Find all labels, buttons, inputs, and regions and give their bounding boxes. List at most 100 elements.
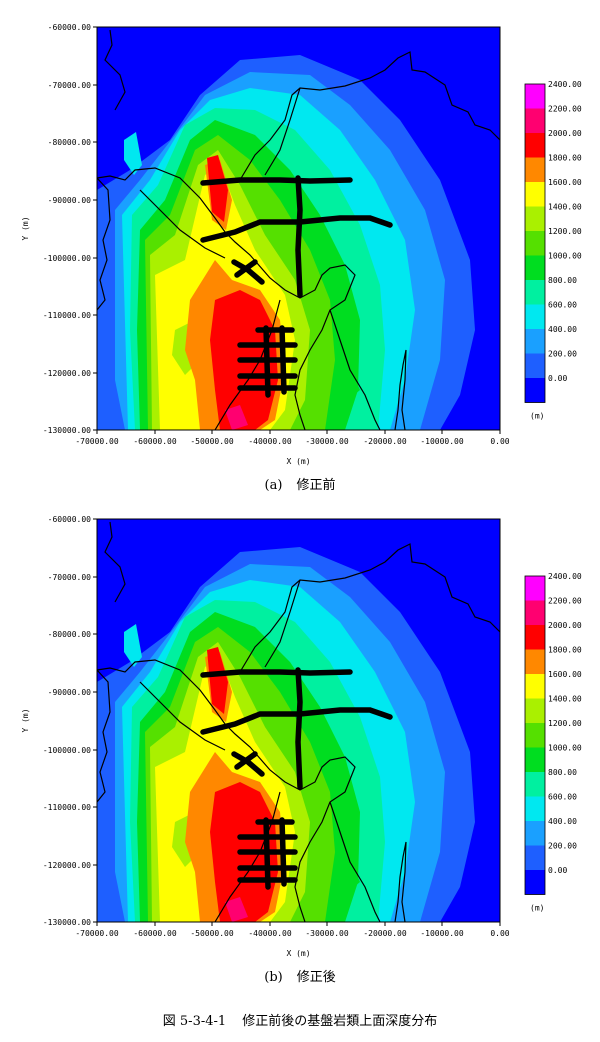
legend-swatch bbox=[525, 625, 545, 650]
x-tick-label: -70000.00 bbox=[75, 929, 119, 938]
depth-contour bbox=[207, 647, 228, 714]
legend-label: 800.00 bbox=[548, 276, 577, 285]
y-tick-label: -60000.00 bbox=[48, 515, 92, 524]
x-axis-title: X (m) bbox=[286, 457, 310, 466]
legend-swatch bbox=[525, 280, 545, 305]
legend-swatch bbox=[525, 378, 545, 403]
legend-swatch bbox=[525, 600, 545, 625]
legend-label: 1400.00 bbox=[548, 695, 582, 704]
legend-label: 600.00 bbox=[548, 301, 577, 310]
boundary-line bbox=[104, 521, 126, 603]
legend-swatch bbox=[525, 870, 545, 895]
legend-label: 1800.00 bbox=[548, 154, 582, 163]
legend-label: 200.00 bbox=[548, 350, 577, 359]
x-tick-label: -10000.00 bbox=[420, 929, 464, 938]
boundary-line bbox=[214, 791, 281, 922]
depth-contour bbox=[124, 132, 142, 175]
boundary-line bbox=[264, 579, 301, 668]
y-tick-label: -90000.00 bbox=[48, 688, 92, 697]
boundary-line bbox=[239, 543, 500, 673]
x-axis-title: X (m) bbox=[286, 949, 310, 958]
y-tick-label: -70000.00 bbox=[48, 81, 92, 90]
legend-swatch bbox=[525, 84, 545, 109]
legend-label: 2400.00 bbox=[548, 80, 582, 89]
figure-number: 図 5-3-4-1 bbox=[162, 1014, 227, 1029]
boundary-line bbox=[394, 349, 407, 430]
panel-id-b: (b) bbox=[264, 970, 283, 985]
x-tick-label: -20000.00 bbox=[363, 437, 407, 446]
legend-label: 400.00 bbox=[548, 325, 577, 334]
survey-line bbox=[295, 175, 303, 298]
legend-label: 2000.00 bbox=[548, 621, 582, 630]
legend-frame bbox=[524, 83, 546, 403]
x-tick-label: -70000.00 bbox=[75, 437, 119, 446]
survey-line bbox=[200, 669, 353, 678]
x-tick-label: -60000.00 bbox=[133, 437, 177, 446]
contour-field bbox=[97, 27, 500, 430]
panel-caption-b: (b) 修正後 bbox=[0, 970, 600, 986]
panel-caption-a: (a) 修正前 bbox=[0, 478, 600, 494]
survey-line bbox=[295, 667, 303, 790]
panel-a: -70000.00 -60000.00 -50000.00 -40000.00 -300… bbox=[0, 0, 600, 500]
boundary-line bbox=[97, 177, 111, 311]
survey-line bbox=[279, 817, 287, 887]
legend-label: 2200.00 bbox=[548, 597, 582, 606]
y-tick-label: -110000.00 bbox=[43, 803, 91, 812]
depth-contour bbox=[225, 405, 248, 430]
x-tick-label: 0.00 bbox=[490, 437, 509, 446]
y-tick-label: -130000.00 bbox=[43, 426, 91, 435]
x-tick-label: -30000.00 bbox=[305, 929, 349, 938]
legend-label: 1200.00 bbox=[548, 227, 582, 236]
x-tick-label: -50000.00 bbox=[190, 437, 234, 446]
x-tick-label: -50000.00 bbox=[190, 929, 234, 938]
y-tick-label: -120000.00 bbox=[43, 861, 91, 870]
y-tick-label: -110000.00 bbox=[43, 311, 91, 320]
legend-swatch bbox=[525, 649, 545, 674]
boundary-line bbox=[104, 29, 126, 111]
x-tick-label: -30000.00 bbox=[305, 437, 349, 446]
y-tick-label: -100000.00 bbox=[43, 746, 91, 755]
plot-frame bbox=[96, 518, 501, 923]
legend-label: 2000.00 bbox=[548, 129, 582, 138]
legend-label: 200.00 bbox=[548, 842, 577, 851]
x-tick-label: -20000.00 bbox=[363, 929, 407, 938]
legend-unit: (m) bbox=[530, 412, 544, 421]
legend-swatch bbox=[525, 747, 545, 772]
legend-label: 1600.00 bbox=[548, 670, 582, 679]
legend-swatch bbox=[525, 255, 545, 280]
legend-frame bbox=[524, 575, 546, 895]
legend-label: 600.00 bbox=[548, 793, 577, 802]
x-tick-label: -60000.00 bbox=[133, 929, 177, 938]
depth-contour bbox=[124, 624, 142, 667]
boundary-line bbox=[97, 167, 356, 430]
survey-line bbox=[234, 259, 258, 278]
boundary-line bbox=[97, 659, 356, 922]
legend-label: 1800.00 bbox=[548, 646, 582, 655]
legend-swatch bbox=[525, 182, 545, 207]
legend-label: 2400.00 bbox=[548, 572, 582, 581]
legend-swatch bbox=[525, 723, 545, 748]
legend-swatch bbox=[525, 231, 545, 256]
legend-swatch bbox=[525, 576, 545, 601]
y-axis-title: Y (m) bbox=[21, 216, 30, 240]
figure-title: 修正前後の基盤岩類上面深度分布 bbox=[242, 1014, 438, 1029]
depth-contour bbox=[338, 864, 360, 892]
boundary-line bbox=[329, 801, 381, 922]
survey-line bbox=[263, 817, 271, 890]
legend-label: 1000.00 bbox=[548, 252, 582, 261]
legend-swatch bbox=[525, 353, 545, 378]
y-tick-label: -80000.00 bbox=[48, 630, 92, 639]
legend-unit: (m) bbox=[530, 904, 544, 913]
legend-swatch bbox=[525, 821, 545, 846]
panel-title-a: 修正前 bbox=[296, 478, 336, 493]
legend-label: 1200.00 bbox=[548, 719, 582, 728]
depth-map-a: -70000.00 -60000.00 -50000.00 -40000.00 -300… bbox=[21, 23, 582, 466]
boundary-line bbox=[239, 51, 500, 181]
legend-swatch bbox=[525, 108, 545, 133]
survey-line bbox=[279, 325, 287, 395]
y-tick-label: -80000.00 bbox=[48, 138, 92, 147]
x-tick-label: -40000.00 bbox=[248, 437, 292, 446]
boundary-line bbox=[394, 841, 407, 922]
legend-label: 1600.00 bbox=[548, 178, 582, 187]
y-axis-title: Y (m) bbox=[21, 708, 30, 732]
